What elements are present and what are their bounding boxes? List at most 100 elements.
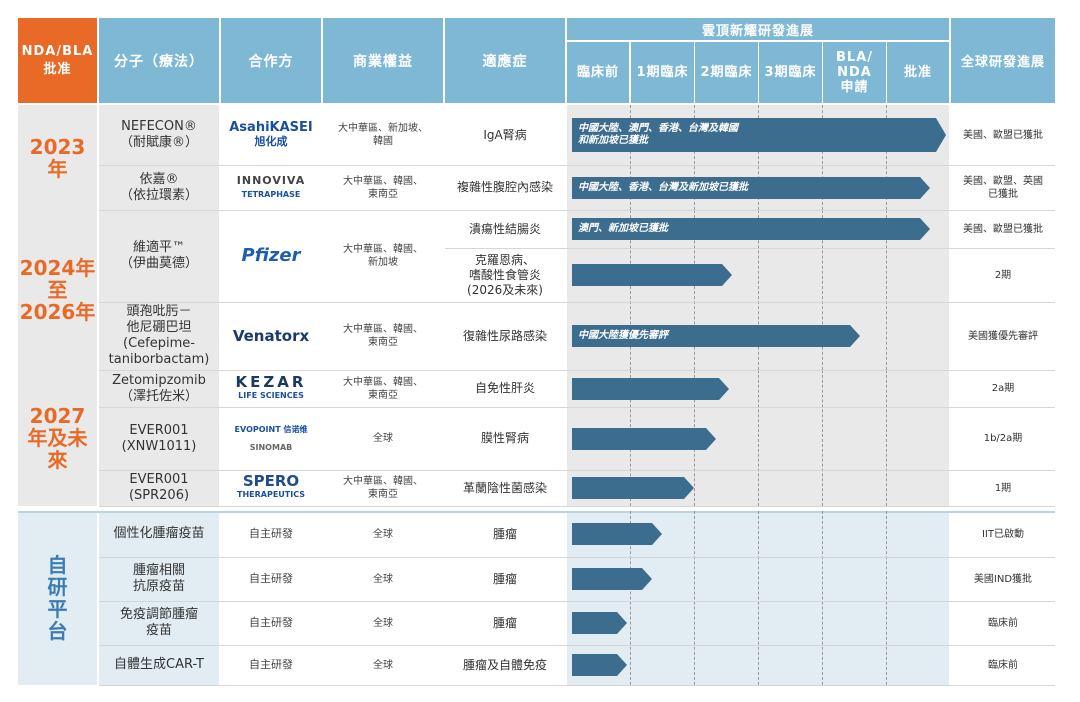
partner-sub: 旭化成 bbox=[254, 135, 288, 148]
molecule-cell-bg bbox=[99, 210, 219, 370]
header-phase-4: 3期臨床 bbox=[759, 42, 822, 103]
section-divider bbox=[18, 506, 1055, 511]
progress-bar-label: 澳門、新加坡已獲批 bbox=[578, 223, 668, 234]
partner-name: 自主研發 bbox=[249, 572, 293, 585]
molecule-cell-bg bbox=[99, 370, 219, 506]
row-divider bbox=[99, 645, 445, 646]
rights-cell: 全球 bbox=[373, 659, 393, 671]
row-divider bbox=[445, 506, 1055, 507]
partner-cell: KEZAR LIFE SCIENCES bbox=[221, 370, 321, 407]
partner-cell: Pfizer bbox=[221, 210, 321, 302]
global-progress-cell: 1期 bbox=[994, 482, 1012, 494]
progress-bar bbox=[572, 377, 730, 400]
rights-cell: 全球 bbox=[373, 433, 393, 444]
group-label: 2027 年及未來 bbox=[27, 404, 88, 472]
progress-bar-label: 中國大陸、香港、台灣及新加坡已獲批 bbox=[578, 181, 748, 193]
row-divider bbox=[445, 302, 1055, 303]
phase-grid-line bbox=[630, 511, 631, 685]
rights-cell: 全球 bbox=[373, 528, 393, 540]
row-divider bbox=[99, 210, 445, 211]
progress-bar: 中國大陸、澳門、香港、台灣及韓國 和新加坡已獲批 bbox=[572, 118, 946, 152]
group-label: 2024年至 2026年 bbox=[19, 256, 96, 324]
global-progress-cell: 美國、歐盟已獲批 bbox=[963, 223, 1043, 235]
partner2-name: SINOMAB bbox=[249, 442, 293, 452]
row-divider bbox=[445, 645, 1055, 646]
asahi-kasei-logo: AsahiKASEI 旭化成 bbox=[229, 121, 313, 149]
indication-cell: 腫瘤 bbox=[492, 615, 517, 630]
header-phase-6: 批准 bbox=[887, 42, 949, 103]
indication-cell: IgA腎病 bbox=[483, 127, 527, 142]
phase-grid-line bbox=[822, 370, 823, 506]
header-phase-5: BLA/ NDA 申請 bbox=[823, 42, 886, 103]
phase-grid-line bbox=[758, 210, 759, 370]
header-rights: 商業權益 bbox=[323, 18, 443, 103]
partner-name: 自主研發 bbox=[249, 616, 293, 629]
spero-logo: SPERO THERAPEUTICS bbox=[237, 474, 305, 502]
progress-bar bbox=[572, 654, 627, 676]
partner-cell: SPERO THERAPEUTICS bbox=[221, 470, 321, 506]
indication-cell: 腫瘤 bbox=[492, 571, 517, 586]
indication-cell: 複雜性腹腔內感染 bbox=[456, 180, 553, 194]
molecule-cell-bg bbox=[99, 105, 219, 210]
group-cell-bg bbox=[18, 370, 97, 506]
progress-bar: 中國大陸獲優先審評 bbox=[572, 325, 861, 347]
group-cell-bg bbox=[18, 511, 97, 685]
innoviva-logo: INNOVIVA TETRAPHASE bbox=[237, 174, 305, 202]
row-divider bbox=[99, 370, 445, 371]
phase-grid-line bbox=[886, 105, 887, 210]
header-approval: NDA/BLA 批准 bbox=[18, 18, 97, 103]
header-global-progress: 全球研發進展 bbox=[951, 18, 1055, 103]
partner-cell: 自主研發 bbox=[221, 511, 321, 557]
progress-bar bbox=[572, 264, 733, 286]
global-cell-bg bbox=[951, 370, 1055, 506]
molecule-name: EVER001 (XNW1011) bbox=[121, 422, 197, 454]
venatorx-logo: Venatorx bbox=[232, 327, 310, 345]
pfizer-logo: Pfizer bbox=[242, 247, 301, 265]
molecule-name: 免疫調節腫瘤 疫苗 bbox=[119, 607, 198, 638]
molecule-name: 腫瘤相關 抗原疫苗 bbox=[132, 563, 185, 594]
row-divider bbox=[445, 685, 1055, 686]
rights-cell: 大中華區、韓國、 東南亞 bbox=[343, 175, 423, 200]
group-label: 自 研 平 台 bbox=[47, 553, 68, 643]
indication-cell: 腫瘤及自體免疫 bbox=[462, 657, 547, 672]
group-cell-bg bbox=[18, 105, 97, 210]
partner-cell: AsahiKASEI 旭化成 bbox=[221, 105, 321, 165]
progress-bar-label: 中國大陸獲優先審評 bbox=[578, 330, 668, 341]
indication-cell: 復雜性尿路感染 bbox=[462, 328, 547, 343]
header-everest-progress: 雲頂新耀研發進展 bbox=[567, 18, 949, 40]
header-phase-2: 1期臨床 bbox=[631, 42, 694, 103]
global-cell-bg bbox=[951, 105, 1055, 210]
partner-name: Venatorx bbox=[232, 327, 310, 345]
global-progress-cell: 1b/2a期 bbox=[983, 433, 1023, 444]
global-progress-cell: 美國獲優先審評 bbox=[968, 330, 1038, 342]
row-divider bbox=[99, 302, 445, 303]
info-cell-bg bbox=[221, 370, 565, 506]
partner-cell: INNOVIVA TETRAPHASE bbox=[221, 165, 321, 210]
phase-grid-line bbox=[758, 370, 759, 506]
info-cell-bg bbox=[221, 210, 565, 370]
row-divider bbox=[445, 165, 1055, 166]
partner-name: AsahiKASEI bbox=[229, 120, 313, 135]
rights-cell: 全球 bbox=[373, 617, 393, 629]
header-indication: 適應症 bbox=[445, 18, 565, 103]
indication-cell: 革蘭陰性菌感染 bbox=[462, 480, 547, 495]
phase-grid-line bbox=[758, 105, 759, 210]
molecule-name: 自體生成CAR-T bbox=[114, 657, 204, 672]
phase-grid-line bbox=[886, 511, 887, 685]
molecule-name: Zetomipzomib （澤托佐米） bbox=[112, 372, 206, 404]
rights-cell: 大中華區、韓國、 東南亞 bbox=[343, 376, 423, 401]
row-divider bbox=[445, 557, 1055, 558]
kezar-logo: KEZAR LIFE SCIENCES bbox=[236, 374, 307, 403]
global-cell-bg bbox=[951, 511, 1055, 685]
progress-bar: 中國大陸、香港、台灣及新加坡已獲批 bbox=[572, 176, 931, 199]
row-divider bbox=[99, 470, 445, 471]
header-phase-3: 2期臨床 bbox=[695, 42, 758, 103]
molecule-name: 頭孢吡肟－ 他尼硼巴坦 (Cefepime- taniborbactam) bbox=[108, 304, 210, 367]
phase-grid-line bbox=[694, 210, 695, 370]
molecule-name: 個性化腫瘤疫苗 bbox=[113, 526, 205, 541]
indication-cell: 克羅恩病、 嗜酸性食管炎 (2026及未來) bbox=[467, 252, 543, 297]
phase-grid-line bbox=[822, 210, 823, 370]
phase-grid-line bbox=[694, 511, 695, 685]
progress-bar bbox=[572, 427, 717, 450]
group-label: 2023 年 bbox=[29, 134, 86, 181]
